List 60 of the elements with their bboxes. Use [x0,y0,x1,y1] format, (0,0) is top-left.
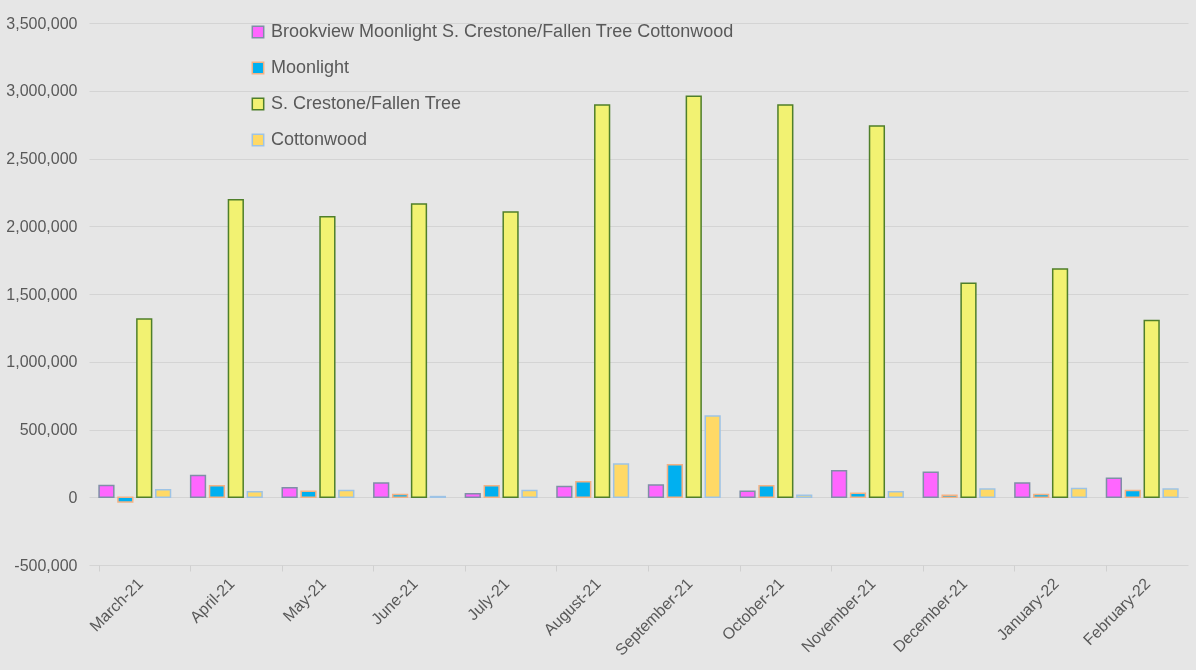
bar [136,318,153,498]
bar [1143,319,1160,498]
legend-label: S. Crestone/Fallen Tree [271,93,462,113]
legend-label: Moonlight [271,57,350,77]
bar [1162,488,1179,498]
y-tick-label: 1,500,000 [6,285,78,303]
bar [704,415,721,498]
legend-label: Brookview Moonlight S. Crestone/Fallen Tree Cottonwood [271,21,734,41]
bar [208,484,226,498]
bar [521,489,538,498]
bar [338,489,355,498]
bar [117,496,134,503]
bar [887,491,904,498]
bar [464,493,481,498]
bar [483,484,500,498]
bar [594,104,611,498]
y-tick-label: 0 [68,488,78,506]
bar [98,484,115,498]
bar [647,484,665,498]
bar [281,487,298,498]
legend-label: Cottonwood [271,129,368,149]
bar [373,482,390,498]
bar [410,203,428,498]
y-tick-label: 1,000,000 [6,353,78,371]
bar [189,474,207,498]
y-tick-label: 500,000 [19,421,78,438]
bar [556,485,573,498]
bar [960,282,977,498]
bar [1014,482,1031,498]
bar [922,471,939,498]
bar [575,480,592,498]
bar [1033,493,1050,498]
y-tick-label: 3,000,000 [6,82,78,100]
bar [612,463,630,498]
bar [1051,268,1069,498]
bar [685,95,702,498]
y-tick-label: 2,500,000 [6,150,78,167]
bar [319,216,336,498]
bar [979,488,996,498]
bar [1070,487,1088,498]
bar [758,484,775,498]
bar [1124,489,1141,498]
bar [666,463,683,498]
bar [1105,477,1122,498]
bar [739,490,756,498]
bar [502,211,519,498]
bar [227,199,244,498]
bar [941,494,958,498]
y-tick-label: -500,000 [14,556,78,574]
bar [777,104,794,498]
y-tick-label: 3,500,000 [6,14,78,32]
bar [796,494,813,498]
bar [246,491,263,498]
bar [155,489,172,498]
bar [849,492,867,498]
bar [391,493,409,498]
bar [868,125,886,498]
bar [830,470,848,498]
y-tick-label: 2,000,000 [6,217,78,235]
bar [300,490,317,498]
